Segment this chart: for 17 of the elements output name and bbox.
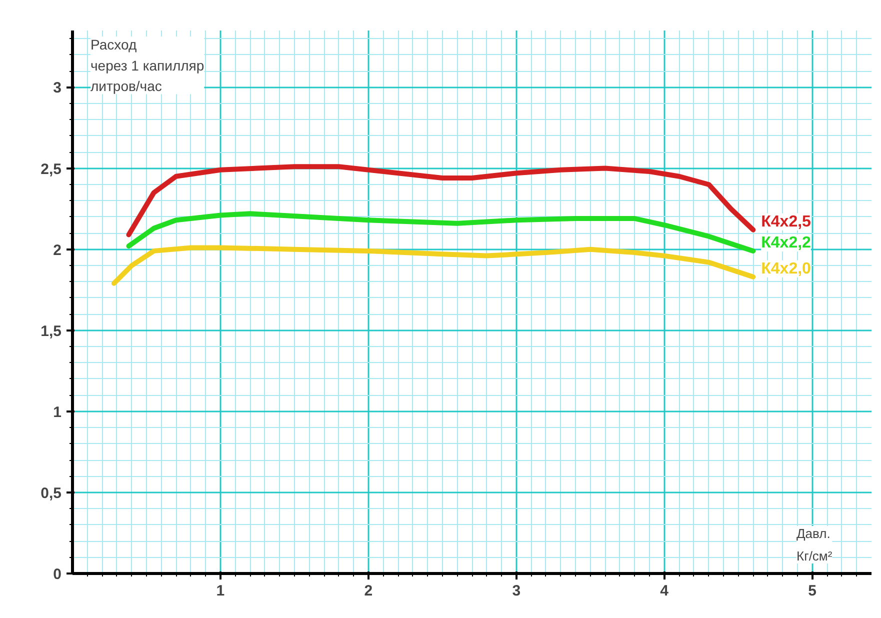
x-axis-title: Давл. Кг/см²	[796, 526, 833, 564]
y-tick-label: 1	[53, 404, 62, 421]
y-axis-title: Расход через 1 капилляр литров/час	[90, 36, 204, 94]
series-label: К4х2,0	[761, 260, 812, 278]
y-tick-label: 3	[53, 80, 62, 97]
x-tick-label: 1	[216, 582, 225, 600]
y-tick-label: 2,5	[40, 160, 62, 178]
x-tick-label: 3	[512, 582, 521, 600]
x-tick-label: 2	[364, 582, 373, 600]
x-tick-label: 5	[808, 582, 816, 600]
y-tick-label: 2	[53, 242, 62, 259]
y-tick-label: 0,5	[40, 484, 62, 502]
series-label: К4х2,2	[761, 234, 812, 252]
x-tick-label: 4	[660, 582, 670, 600]
series-label: К4х2,5	[761, 213, 812, 230]
y-tick-label: 1,5	[40, 322, 62, 340]
y-tick-label: 0	[53, 566, 62, 583]
